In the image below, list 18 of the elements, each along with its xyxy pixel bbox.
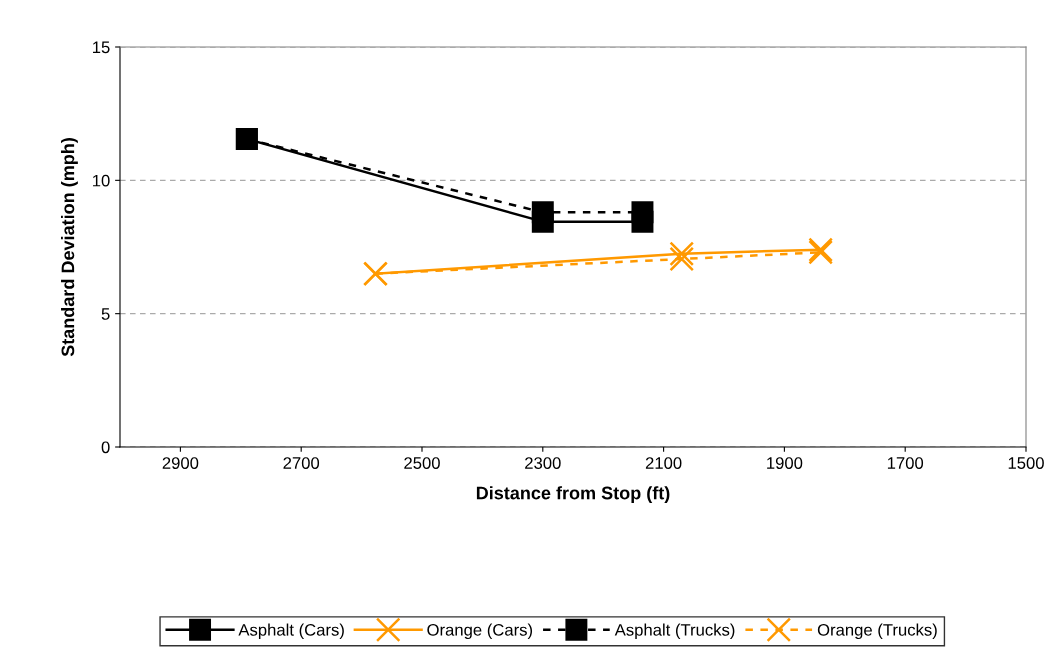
x-tick-label: 2900 [162,457,199,469]
x-tick-label: 2100 [645,457,682,469]
x-tick-label: 2500 [404,457,440,469]
x-tick-label: 2700 [283,457,320,469]
legend-label: Asphalt (Cars) [238,623,344,640]
x-axis-title: Distance from Stop (ft) [476,486,670,503]
y-tick-label: 5 [101,308,110,320]
x-tick-label: 1900 [767,457,803,469]
x-tick-label: 2300 [525,457,561,469]
x-tick-label: 1700 [887,457,924,469]
y-tick-label: 10 [93,174,110,187]
y-tick-label: 15 [93,41,110,54]
y-tick-label: 0 [101,441,110,454]
y-axis-title: Standard Deviation (mph) [61,138,78,357]
x-tick-label: 1500 [1008,457,1044,469]
legend-label: Orange (Trucks) [817,623,937,640]
legend-label: Asphalt (Trucks) [614,623,735,640]
legend-label: Orange (Cars) [427,623,533,640]
